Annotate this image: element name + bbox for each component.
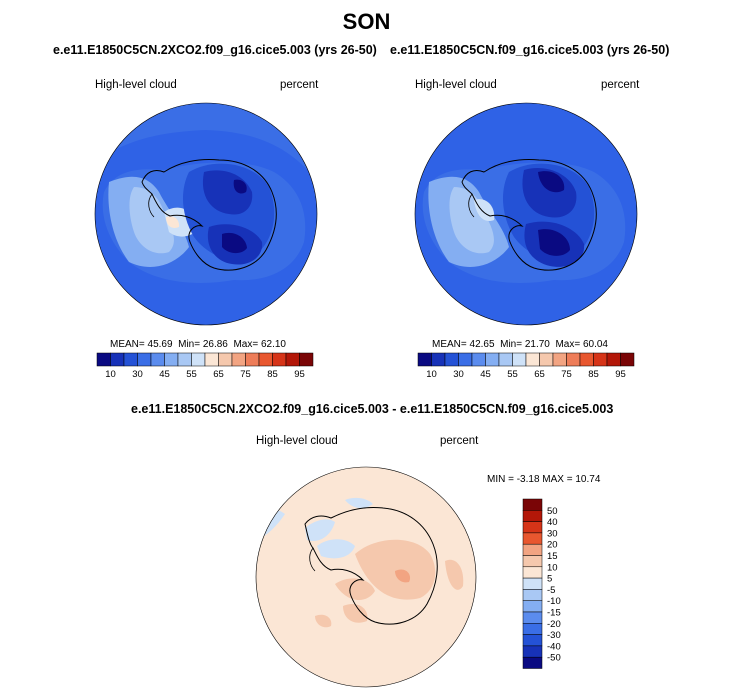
diff-colorbar-swatch	[522, 645, 543, 658]
panel1-colorbar-swatch	[110, 352, 125, 367]
panel1-colorbar-swatch	[137, 352, 152, 367]
panel1-colorbar: 10 30 45 55 65 75 85 95	[96, 352, 314, 380]
diff-colorbar-swatch	[522, 611, 543, 624]
panel1-colorbar-swatch	[245, 352, 260, 367]
diff-colorbar-swatch	[522, 634, 543, 647]
panel2-colorbar-swatch	[579, 352, 594, 367]
diff-colorbar-tick-label: -5	[547, 585, 555, 596]
panel1-colorbar-tick-label: 85	[267, 369, 278, 380]
diff-variable-label: High-level cloud	[256, 435, 338, 447]
season-title: SON	[342, 9, 391, 34]
panel2-colorbar-swatch	[593, 352, 608, 367]
panel2-colorbar: 10 30 45 55 65 75 85 95	[417, 352, 635, 380]
panel1-colorbar-tick-label: 55	[186, 369, 197, 380]
diff-colorbar-tick-label: 30	[547, 528, 558, 539]
panel2-colorbar-tick-label: 55	[507, 369, 518, 380]
panel2-colorbar-swatch	[620, 352, 635, 367]
diff-colorbar-tick-label: 20	[547, 540, 558, 551]
diff-colorbar-swatch	[522, 521, 543, 534]
diff-colorbar-tick-label: 40	[547, 517, 558, 528]
panel1-colorbar-swatch	[272, 352, 287, 367]
panel2-colorbar-swatch	[498, 352, 513, 367]
diff-colorbar-tick-label: -30	[547, 630, 561, 641]
diff-colorbar-swatch	[522, 543, 543, 556]
panel2-colorbar-swatch	[512, 352, 527, 367]
diff-colorbar-tick-label: -20	[547, 619, 561, 630]
diff-colorbar-tick-label: 10	[547, 562, 558, 573]
diff-colorbar-swatch	[522, 589, 543, 601]
panel1-colorbar-tick-label: 10	[105, 369, 116, 380]
panel2-colorbar-swatch	[566, 352, 581, 367]
diff-colorbar-tick-label: 15	[547, 551, 558, 562]
panel1-colorbar-swatch	[123, 352, 138, 367]
diff-colorbar-swatch	[522, 623, 543, 635]
panel2-stats: MEAN= 42.65 Min= 21.70 Max= 60.04	[432, 339, 608, 350]
panel2-colorbar-swatch	[539, 352, 554, 367]
panel2-case-title: e.e11.E1850C5CN.f09_g16.cice5.003 (yrs 2…	[390, 43, 670, 57]
diff-units-label: percent	[440, 435, 479, 447]
panel2-variable-label: High-level cloud	[415, 79, 497, 91]
panel2-polar-map	[414, 102, 638, 326]
panel1-colorbar-swatch	[218, 352, 233, 367]
panel1-colorbar-swatch	[258, 352, 273, 367]
diff-colorbar-tick-label: 5	[547, 574, 552, 585]
diff-polar-map	[255, 466, 477, 688]
diff-colorbar-tick-label: -10	[547, 596, 561, 607]
panel2-colorbar-tick-label: 95	[615, 369, 626, 380]
panel2-units-label: percent	[601, 79, 640, 91]
diff-colorbar-swatch	[522, 656, 543, 669]
panel1-variable-label: High-level cloud	[95, 79, 177, 91]
panel1-colorbar-tick-label: 75	[240, 369, 251, 380]
diff-colorbar-swatch	[522, 577, 543, 590]
panel1-colorbar-swatch	[285, 352, 300, 367]
diff-stats: MIN = -3.18 MAX = 10.74	[487, 474, 601, 485]
panel1-colorbar-swatch	[204, 352, 219, 367]
panel2-colorbar-tick-label: 65	[534, 369, 545, 380]
diff-colorbar-tick-label: -40	[547, 641, 561, 652]
panel2-colorbar-swatch	[458, 352, 473, 367]
panel2-colorbar-swatch	[444, 352, 459, 367]
diff-colorbar-tick-label: -15	[547, 608, 561, 619]
panel2-colorbar-swatch	[525, 352, 540, 367]
panel2-colorbar-tick-label: 75	[561, 369, 572, 380]
panel1-polar-map	[94, 102, 318, 326]
panel2-colorbar-swatch	[485, 352, 500, 367]
diff-colorbar-swatch	[522, 555, 543, 568]
diff-case-title: e.e11.E1850C5CN.2XCO2.f09_g16.cice5.003 …	[131, 402, 614, 416]
diff-colorbar-swatch	[522, 498, 543, 511]
panel1-colorbar-tick-label: 45	[159, 369, 170, 380]
panel1-units-label: percent	[280, 79, 319, 91]
panel1-case-title: e.e11.E1850C5CN.2XCO2.f09_g16.cice5.003 …	[53, 43, 377, 57]
panel1-colorbar-swatch	[231, 352, 246, 367]
diff-colorbar-swatch	[522, 566, 543, 579]
panel2-colorbar-tick-label: 10	[426, 369, 437, 380]
panel1-colorbar-swatch	[191, 352, 206, 367]
diff-colorbar-swatch	[522, 600, 543, 613]
diff-colorbar-swatch	[522, 532, 543, 545]
panel2-colorbar-tick-label: 30	[453, 369, 464, 380]
panel2-colorbar-swatch	[417, 352, 432, 367]
panel2-colorbar-tick-label: 85	[588, 369, 599, 380]
panel2-colorbar-swatch	[431, 352, 446, 367]
panel2-colorbar-swatch	[606, 352, 621, 367]
panel1-colorbar-swatch	[299, 352, 314, 367]
panel1-colorbar-tick-label: 95	[294, 369, 305, 380]
panel1-colorbar-swatch	[96, 352, 111, 367]
panel2-colorbar-tick-label: 45	[480, 369, 491, 380]
diff-colorbar-swatch	[522, 510, 543, 522]
panel2-colorbar-swatch	[471, 352, 486, 367]
diff-colorbar-tick-label: 50	[547, 506, 558, 517]
panel2-colorbar-swatch	[552, 352, 567, 367]
panel1-colorbar-swatch	[150, 352, 165, 367]
panel1-colorbar-swatch	[177, 352, 192, 367]
panel1-colorbar-tick-label: 65	[213, 369, 224, 380]
panel1-colorbar-swatch	[164, 352, 179, 367]
panel1-stats: MEAN= 45.69 Min= 26.86 Max= 62.10	[110, 339, 286, 350]
panel1-colorbar-tick-label: 30	[132, 369, 143, 380]
diff-colorbar-tick-label: -50	[547, 653, 561, 664]
